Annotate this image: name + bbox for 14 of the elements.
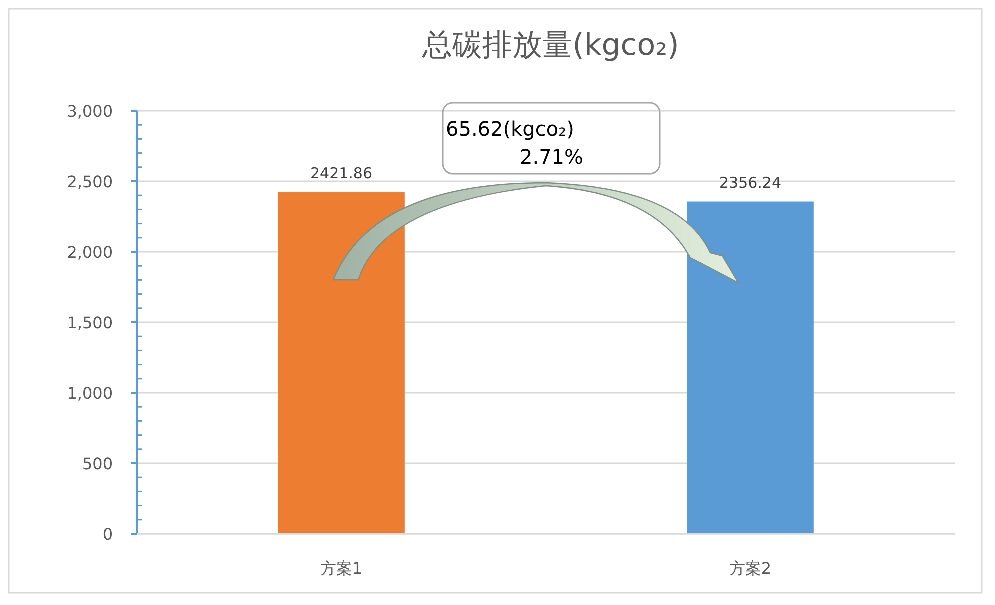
chart-title: 总碳排放量(kgco₂)	[422, 28, 680, 63]
data-label: 2421.86	[310, 164, 373, 183]
y-tick-label: 2,000	[67, 243, 113, 262]
x-tick-label: 方案2	[729, 559, 772, 578]
x-tick-label: 方案1	[320, 559, 363, 578]
y-tick-label: 1,500	[67, 314, 113, 332]
data-label: 2356.24	[719, 174, 782, 192]
annotation: 65.62(kgco₂)	[446, 117, 574, 141]
y-tick-label: 3,000	[67, 102, 113, 121]
y-tick-label: 2,500	[67, 172, 113, 192]
annotation: 2.71%	[520, 145, 584, 169]
y-tick-label: 500	[82, 454, 113, 474]
y-tick-label: 1,000	[67, 384, 113, 403]
y-tick-label: 0	[102, 525, 113, 544]
